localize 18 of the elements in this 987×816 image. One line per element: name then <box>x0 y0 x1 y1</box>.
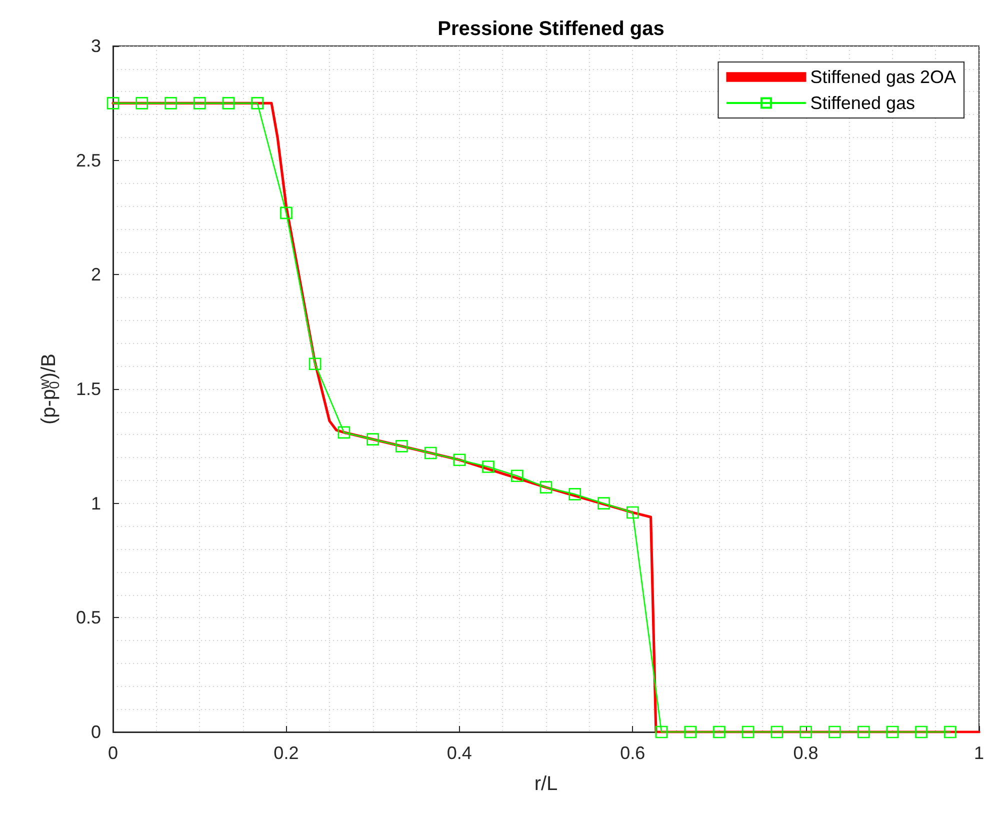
y-tick-label: 2 <box>90 264 101 285</box>
y-tick-label: 0 <box>90 722 101 742</box>
y-tick-label: 0.5 <box>76 608 101 628</box>
y-tick-label: 1 <box>90 493 101 514</box>
x-tick-label: 0 <box>108 743 118 763</box>
y-axis-title: (p-p0w)/B <box>36 353 62 425</box>
x-tick-label: 0.8 <box>793 743 818 763</box>
chart-title: Pressione Stiffened gas <box>438 18 664 40</box>
x-tick-label: 0.2 <box>274 743 299 763</box>
y-tick-label: 2.5 <box>76 150 101 170</box>
y-tick-label: 1.5 <box>76 379 101 399</box>
x-tick-label: 0.4 <box>446 743 472 763</box>
x-tick-label: 1 <box>974 743 984 763</box>
x-tick-label: 0.6 <box>620 743 646 763</box>
legend-label: Stiffened gas 2OA <box>810 67 956 87</box>
legend-label: Stiffened gas <box>810 93 915 113</box>
y-tick-label: 3 <box>90 36 101 56</box>
x-axis-title: r/L <box>534 773 558 795</box>
